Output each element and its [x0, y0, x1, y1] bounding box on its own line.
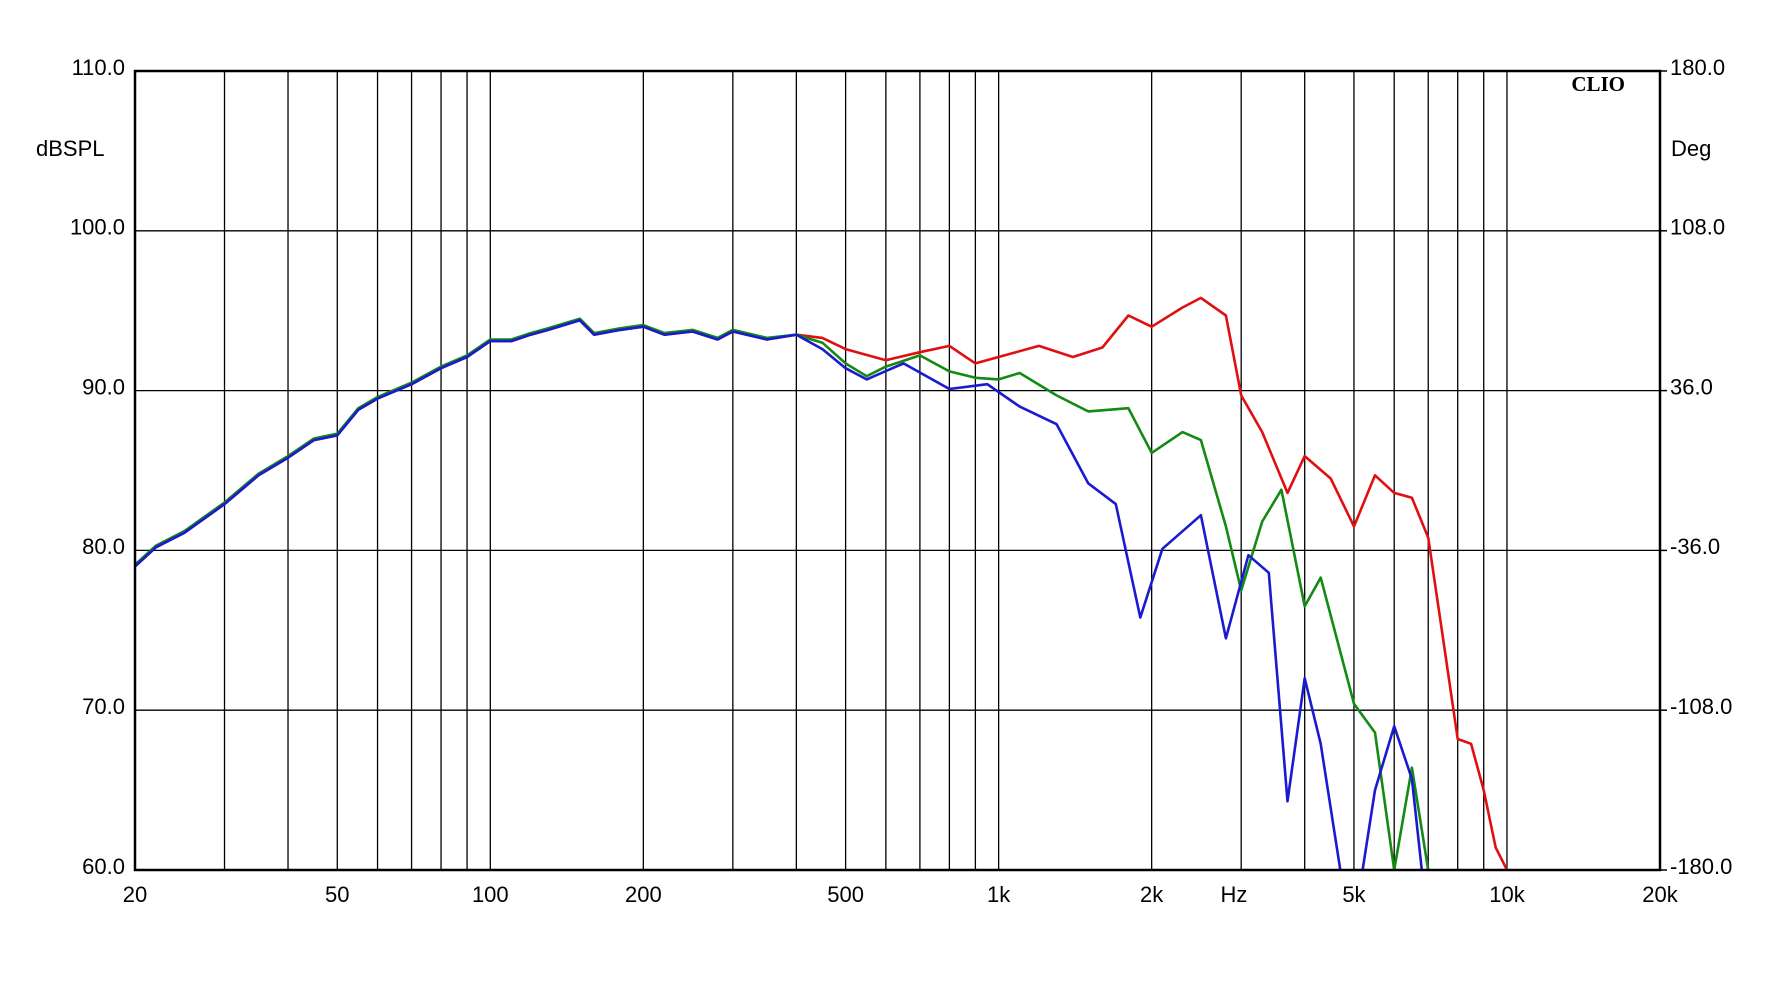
x-tick-label: 20	[123, 882, 147, 907]
x-tick-label: 200	[625, 882, 662, 907]
x-tick-label: 2k	[1140, 882, 1164, 907]
y2-tick-label: 36.0	[1670, 374, 1713, 399]
x-tick-label: 50	[325, 882, 349, 907]
x-tick-label: 5k	[1342, 882, 1366, 907]
y2-tick-label: -180.0	[1670, 854, 1732, 879]
y-tick-label: 70.0	[82, 694, 125, 719]
series-line	[1361, 724, 1424, 870]
y-tick-label: 110.0	[72, 55, 125, 80]
plot-frame	[133, 69, 1662, 872]
y2-tick-label: 180.0	[1670, 55, 1725, 80]
x-tick-label: 10k	[1489, 882, 1525, 907]
y2-tick-label: 108.0	[1670, 215, 1725, 240]
y-tick-label: 60.0	[82, 854, 125, 879]
plot-area	[135, 296, 1509, 870]
x-tick-label: 100	[472, 882, 509, 907]
y2-tick-label: -108.0	[1670, 694, 1732, 719]
y-axis-label: dBSPL	[36, 136, 105, 161]
series-line	[135, 317, 1430, 870]
y2-axis-label: Deg	[1671, 136, 1711, 161]
x-tick-label: 1k	[987, 882, 1011, 907]
chart-title: CLIO	[1571, 72, 1625, 96]
y-tick-label: 90.0	[82, 374, 125, 399]
y-tick-label: 80.0	[82, 534, 125, 559]
y2-tick-label: -36.0	[1670, 534, 1720, 559]
series-line	[135, 319, 1342, 870]
y-tick-label: 100.0	[70, 215, 125, 240]
grid	[134, 70, 1661, 871]
x-tick-label: 20k	[1642, 882, 1678, 907]
x-axis-label: Hz	[1221, 882, 1248, 907]
x-tick-label: 500	[827, 882, 864, 907]
